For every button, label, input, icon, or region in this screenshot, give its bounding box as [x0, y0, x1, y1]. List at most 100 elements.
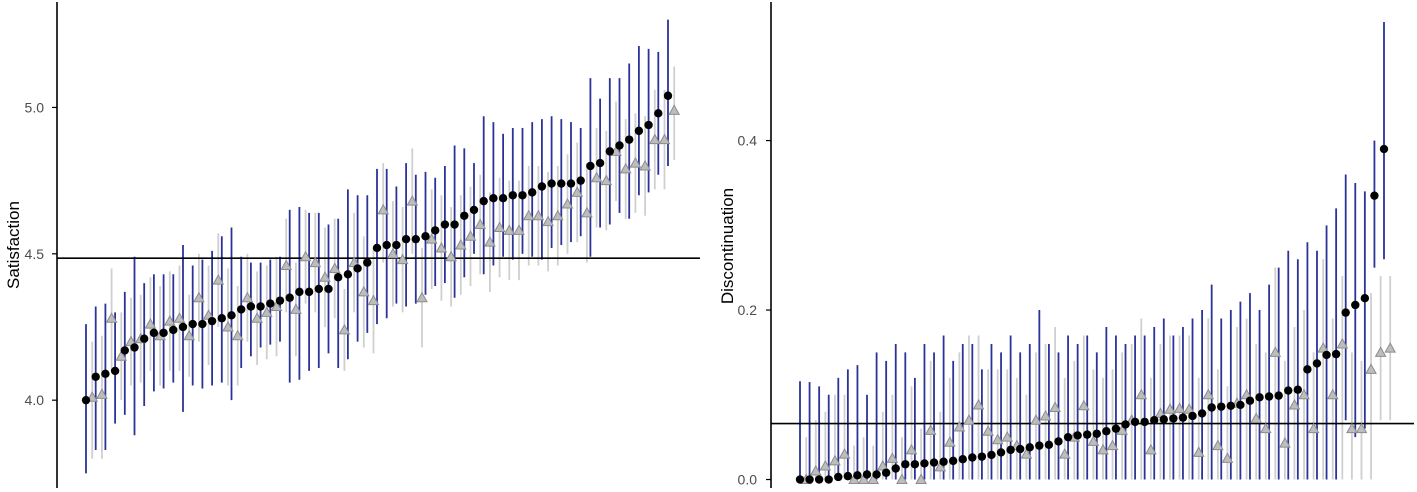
- comparison-point: [561, 198, 574, 209]
- comparison-point: [1202, 388, 1215, 400]
- estimate-point: [392, 240, 401, 250]
- comparison-point: [1355, 422, 1368, 434]
- comparison-point: [1164, 403, 1176, 414]
- y-tick-label: 0.0: [738, 472, 758, 488]
- estimate-point: [834, 472, 843, 482]
- estimate-point: [295, 287, 304, 297]
- comparison-point: [183, 329, 196, 341]
- estimate-point: [1217, 402, 1226, 411]
- estimate-point: [862, 470, 872, 479]
- estimate-point: [178, 322, 188, 332]
- comparison-point: [1298, 388, 1310, 400]
- comparison-point: [290, 303, 302, 314]
- estimate-point: [81, 395, 91, 405]
- comparison-point: [445, 250, 457, 262]
- y-tick-label: 0.2: [738, 302, 758, 318]
- estimate-point: [421, 232, 430, 241]
- estimate-point: [605, 147, 614, 156]
- estimate-point: [207, 316, 217, 326]
- comparison-point: [629, 157, 642, 168]
- comparison-point: [513, 224, 525, 235]
- comparison-point: [829, 454, 841, 466]
- comparison-point: [972, 398, 985, 410]
- estimate-point: [324, 284, 333, 294]
- estimate-point: [188, 319, 197, 329]
- comparison-point: [387, 247, 399, 259]
- estimate-point: [929, 458, 939, 467]
- comparison-point: [809, 465, 822, 476]
- comparison-point: [1365, 363, 1377, 374]
- comparison-point: [1192, 446, 1205, 457]
- estimate-point: [1341, 308, 1350, 317]
- comparison-point: [1173, 402, 1186, 413]
- estimate-point: [382, 240, 391, 250]
- estimate-point: [901, 460, 910, 469]
- satisfaction-panel: Satisfaction 4.0 4.5 5.0: [4, 2, 700, 488]
- estimate-point: [910, 460, 920, 469]
- discontinuation-y-axis-title: Discontinuation: [718, 188, 737, 304]
- comparison-point: [1039, 409, 1052, 421]
- estimate-point: [891, 464, 900, 473]
- estimate-point: [881, 468, 891, 477]
- comparison-point: [571, 186, 584, 197]
- comparison-point: [1307, 422, 1320, 434]
- estimate-point: [1226, 401, 1236, 411]
- estimate-point: [237, 305, 246, 314]
- estimate-point: [644, 120, 653, 130]
- estimate-point: [1140, 417, 1149, 427]
- comparison-point: [1058, 448, 1071, 459]
- comparison-point: [1087, 435, 1100, 446]
- estimate-point: [528, 188, 537, 197]
- estimate-point: [110, 366, 120, 376]
- comparison-point: [464, 230, 477, 241]
- estimate-point: [987, 450, 996, 460]
- comparison-point: [934, 460, 947, 472]
- comparison-point: [1020, 448, 1033, 459]
- estimate-point: [285, 293, 294, 302]
- estimate-point: [130, 343, 139, 352]
- comparison-point: [144, 318, 157, 329]
- comparison-point: [1106, 439, 1119, 451]
- estimate-point: [547, 179, 556, 188]
- estimate-point: [343, 270, 353, 279]
- estimate-point: [1370, 191, 1379, 200]
- estimate-point: [275, 296, 285, 305]
- estimate-point: [1331, 349, 1341, 359]
- comparison-point: [953, 420, 966, 432]
- comparison-point: [658, 133, 671, 145]
- estimate-point: [149, 328, 159, 338]
- comparison-point: [241, 291, 254, 303]
- comparison-point: [1077, 399, 1090, 411]
- estimate-point: [1207, 403, 1216, 412]
- comparison-point: [173, 312, 186, 323]
- estimate-point: [159, 328, 168, 338]
- comparison-point: [1250, 412, 1263, 424]
- estimate-point: [1312, 359, 1322, 368]
- comparison-point: [493, 221, 506, 232]
- satisfaction-y-axis-title: Satisfaction: [4, 201, 23, 289]
- comparison-point: [1001, 431, 1014, 442]
- estimate-point: [1092, 429, 1101, 438]
- estimate-point: [586, 161, 595, 171]
- comparison-point: [367, 294, 380, 306]
- comparison-point: [260, 306, 273, 317]
- estimate-point: [518, 191, 527, 200]
- comparison-point: [357, 285, 370, 297]
- comparison-point: [96, 388, 108, 399]
- estimate-point: [353, 264, 362, 273]
- estimate-point: [246, 302, 256, 311]
- comparison-point: [905, 443, 918, 455]
- estimate-point: [557, 179, 566, 188]
- comparison-point: [1346, 422, 1358, 434]
- comparison-point: [319, 271, 331, 282]
- comparison-point: [600, 174, 613, 186]
- y-tick-label: 5.0: [25, 99, 45, 115]
- comparison-point: [1374, 346, 1387, 357]
- comparison-point: [474, 218, 487, 230]
- estimate-point: [615, 141, 624, 150]
- estimate-point: [1015, 444, 1025, 454]
- estimate-point: [1054, 437, 1063, 446]
- estimate-point: [1063, 432, 1073, 442]
- estimate-point: [256, 302, 265, 311]
